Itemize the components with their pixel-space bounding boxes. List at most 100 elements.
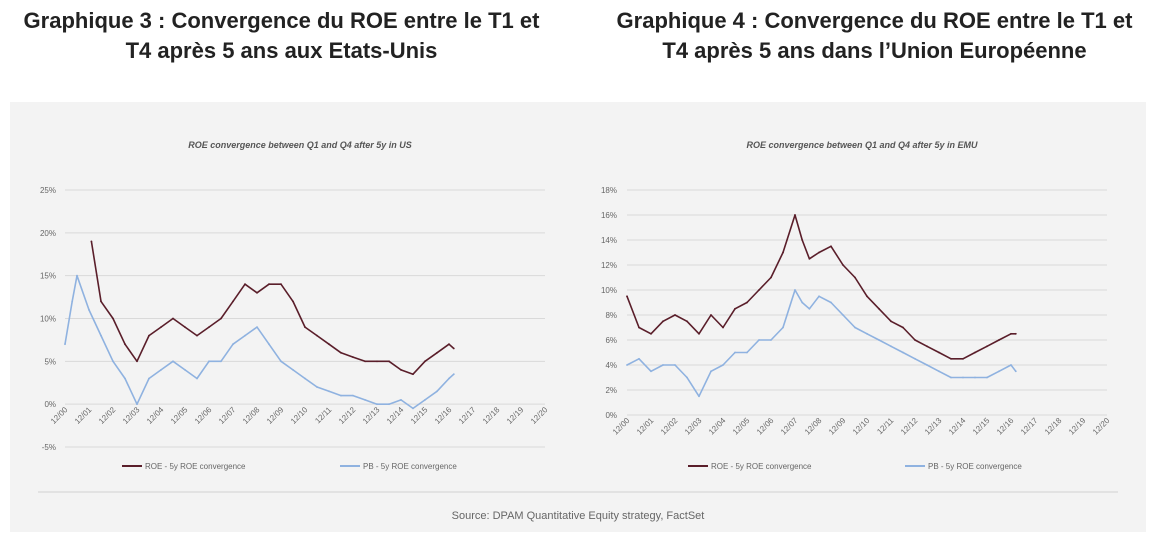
x-tick-label-us: 12/12: [337, 405, 358, 426]
data-point-emu-pb: [830, 301, 832, 304]
data-point-us-roe: [436, 351, 438, 354]
data-point-us-roe: [268, 283, 270, 286]
data-point-emu-roe: [962, 357, 964, 360]
data-point-emu-pb: [962, 376, 964, 379]
x-tick-label-emu: 12/09: [827, 416, 848, 437]
data-point-emu-pb: [914, 357, 916, 360]
data-point-emu-pb: [926, 364, 928, 366]
data-point-us-pb: [184, 369, 186, 371]
data-point-emu-pb: [770, 339, 772, 341]
data-point-us-roe: [256, 291, 258, 294]
x-tick-label-us: 12/17: [457, 405, 478, 426]
x-tick-label-emu: 12/03: [683, 416, 704, 437]
y-tick-label-emu: 14%: [601, 236, 617, 245]
x-tick-label-emu: 12/05: [731, 416, 752, 437]
data-point-emu-pb: [986, 376, 988, 379]
data-point-us-roe: [196, 334, 198, 337]
y-tick-label-emu: 16%: [601, 211, 617, 220]
data-point-us-pb: [172, 360, 174, 363]
data-point-us-pb: [71, 300, 74, 303]
chart-heading-emu-line1: Graphique 4 : Convergence du ROE entre l…: [616, 8, 1133, 33]
data-point-emu-pb: [794, 289, 796, 291]
data-point-emu-pb: [938, 370, 940, 373]
data-point-emu-pb: [998, 370, 1000, 373]
data-point-us-roe: [328, 343, 330, 346]
data-point-emu-roe: [686, 320, 688, 323]
data-point-us-pb: [100, 334, 102, 337]
data-point-emu-roe: [782, 251, 784, 254]
chart-heading-emu-line2: T4 après 5 ans dans l’Union Européenne: [662, 38, 1087, 63]
data-point-emu-roe: [938, 351, 940, 354]
data-point-us-pb: [208, 360, 210, 363]
data-point-emu-roe: [722, 326, 724, 329]
x-tick-label-us: 12/13: [361, 405, 382, 426]
data-point-emu-roe: [794, 214, 796, 216]
y-tick-label-us: 10%: [40, 315, 56, 324]
y-tick-label-emu: 18%: [601, 186, 617, 195]
data-point-us-roe: [208, 326, 210, 328]
x-tick-label-us: 12/19: [505, 405, 526, 426]
data-point-us-pb: [124, 377, 126, 380]
data-point-emu-roe: [854, 276, 856, 279]
y-tick-label-us: -5%: [42, 443, 56, 452]
data-point-emu-pb: [662, 364, 664, 366]
x-tick-label-us: 12/05: [169, 405, 190, 426]
data-point-emu-pb: [686, 376, 688, 379]
data-point-emu-roe: [998, 339, 1000, 341]
data-point-emu-roe: [878, 307, 880, 310]
data-point-emu-roe: [890, 320, 892, 323]
data-point-us-pb: [424, 399, 426, 401]
data-point-emu-pb: [808, 307, 811, 310]
data-point-us-pb: [400, 399, 402, 401]
data-point-us-roe: [220, 317, 222, 320]
x-tick-label-emu: 12/10: [851, 416, 872, 437]
y-tick-label-emu: 4%: [605, 361, 617, 370]
data-point-emu-roe: [626, 295, 628, 298]
x-tick-label-us: 12/20: [529, 405, 550, 426]
data-point-us-roe: [280, 283, 282, 286]
y-tick-label-emu: 12%: [601, 261, 617, 270]
data-point-emu-pb: [1014, 370, 1017, 373]
data-point-us-pb: [328, 390, 330, 393]
data-point-us-roe: [376, 360, 378, 363]
data-point-emu-roe: [808, 257, 811, 260]
data-point-emu-pb: [698, 395, 700, 398]
data-point-emu-pb: [734, 351, 736, 354]
data-point-us-pb: [352, 394, 354, 397]
data-point-emu-roe: [734, 307, 736, 310]
x-tick-label-us: 12/14: [385, 405, 406, 426]
data-point-us-roe: [292, 300, 294, 303]
data-point-emu-pb: [1010, 364, 1012, 366]
data-point-emu-roe: [662, 320, 664, 323]
data-point-us-pb: [64, 343, 66, 346]
x-tick-label-us: 12/09: [265, 405, 286, 426]
data-point-us-roe: [148, 334, 150, 337]
data-point-emu-pb: [638, 357, 640, 360]
data-point-us-pb: [316, 386, 318, 388]
data-point-us-pb: [304, 377, 306, 380]
data-point-emu-pb: [722, 364, 724, 366]
data-point-emu-pb: [801, 301, 804, 304]
data-point-us-pb: [292, 369, 294, 371]
data-point-us-pb: [376, 403, 378, 406]
x-tick-label-emu: 12/11: [875, 416, 895, 436]
x-tick-label-emu: 12/13: [923, 416, 944, 437]
x-tick-label-us: 12/08: [241, 405, 262, 426]
data-point-emu-pb: [758, 339, 760, 341]
data-point-emu-roe: [914, 339, 916, 341]
x-tick-label-emu: 12/07: [779, 416, 800, 437]
data-point-us-roe: [160, 326, 162, 328]
y-tick-label-us: 0%: [44, 400, 56, 409]
data-point-emu-roe: [818, 251, 820, 254]
data-point-emu-pb: [902, 351, 904, 354]
data-point-us-pb: [388, 403, 390, 406]
x-tick-label-emu: 12/17: [1019, 416, 1040, 437]
data-point-us-roe: [412, 373, 414, 376]
x-tick-label-emu: 12/01: [635, 416, 656, 437]
data-point-emu-roe: [902, 326, 904, 329]
data-point-emu-roe: [974, 351, 976, 354]
data-point-emu-pb: [650, 370, 652, 373]
y-tick-label-emu: 0%: [605, 411, 617, 420]
chart-heading-us-line1: Graphique 3 : Convergence du ROE entre l…: [23, 8, 540, 33]
legend-label-emu-pb: PB - 5y ROE convergence: [928, 462, 1022, 471]
